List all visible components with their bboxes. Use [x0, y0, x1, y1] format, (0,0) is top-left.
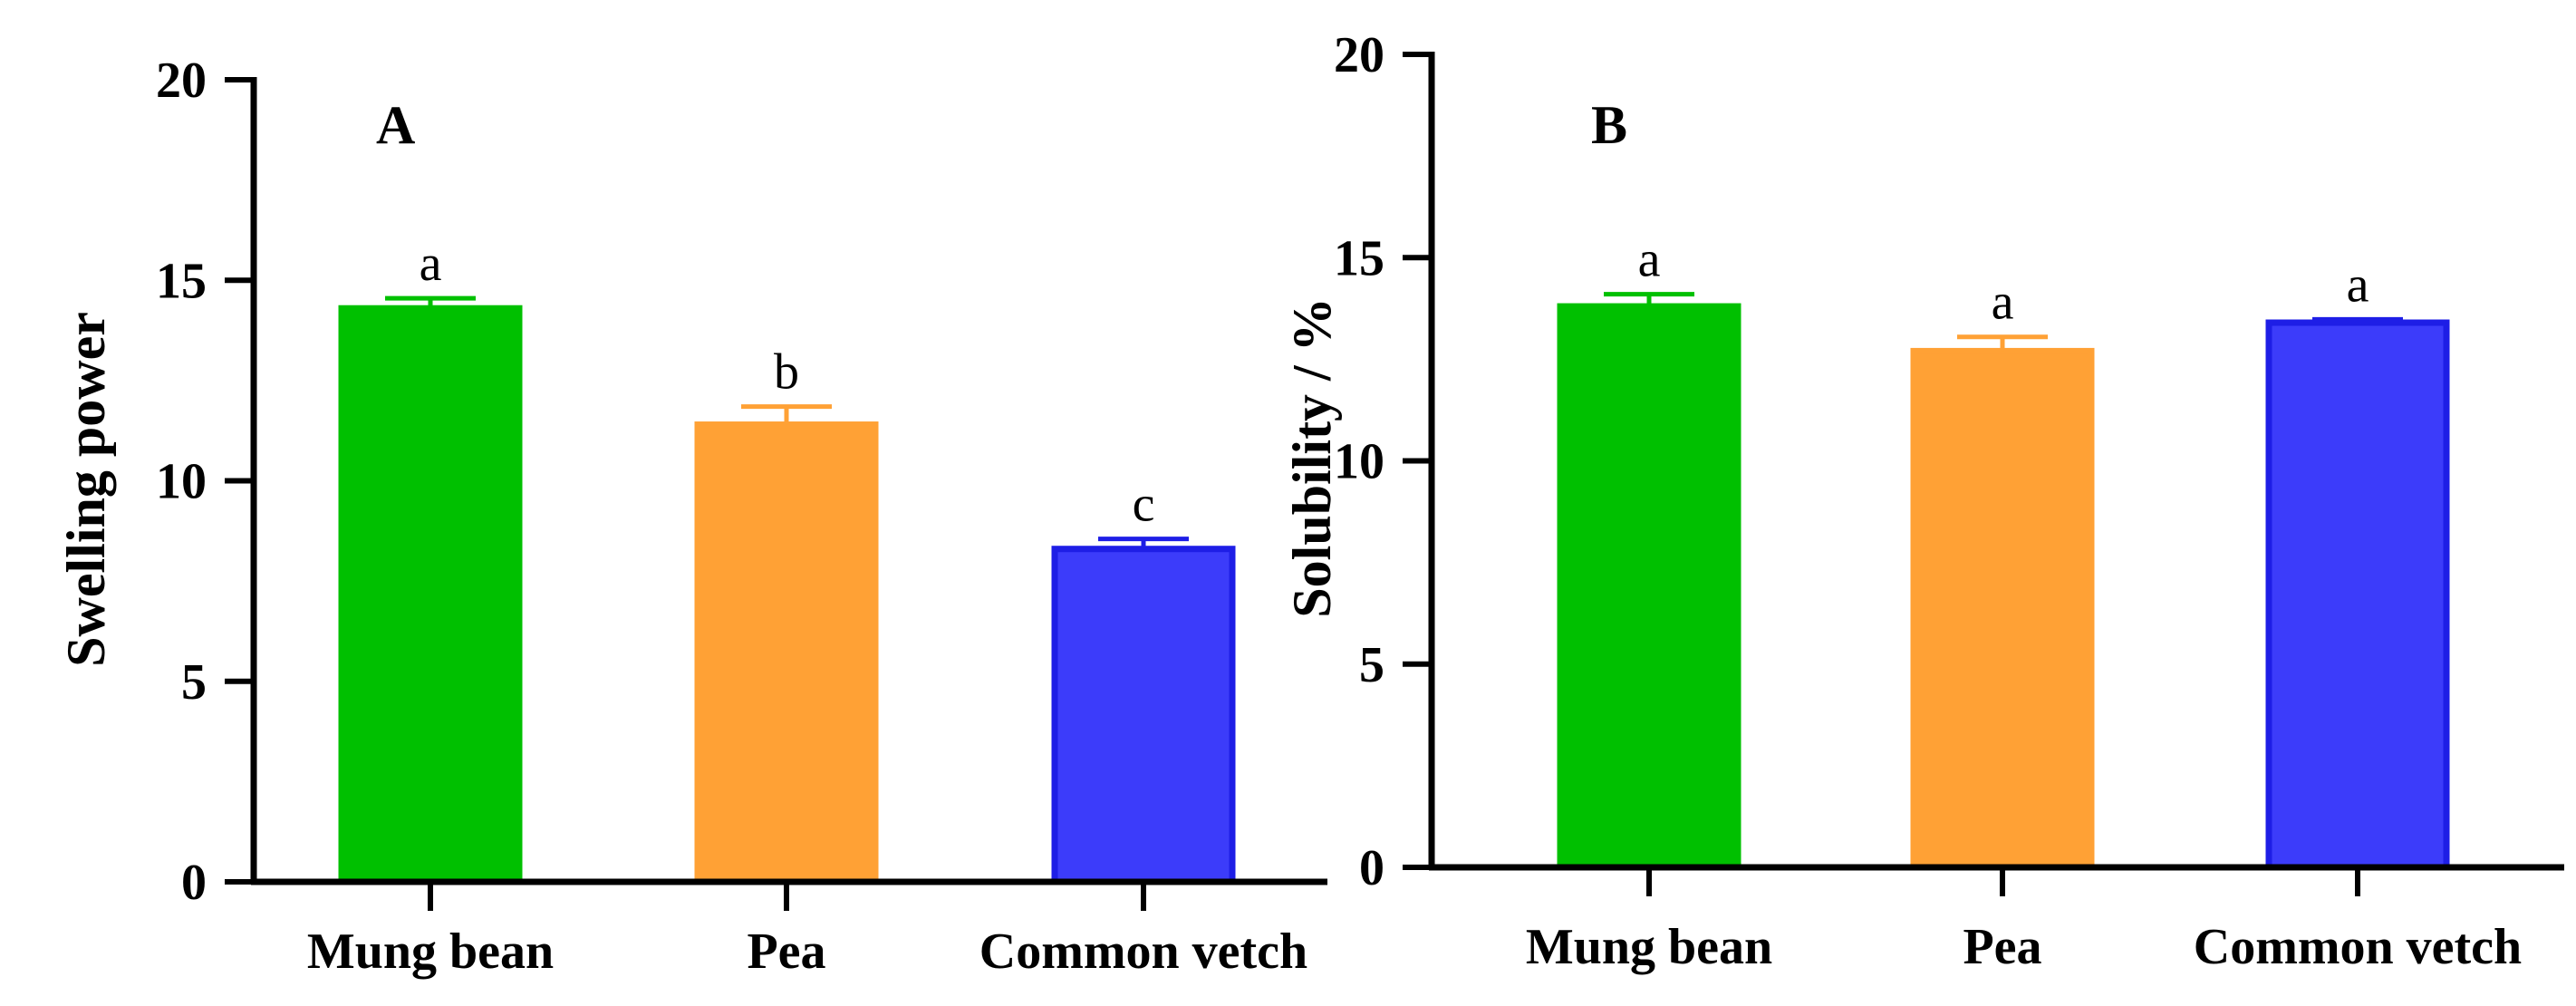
bar-b-3 — [2265, 319, 2450, 871]
y-axis-title-a: Swelling power — [56, 312, 116, 667]
bar-b-1 — [1557, 303, 1741, 871]
y-tick-label-b-10: 10 — [1334, 434, 1384, 490]
bar-a-3 — [1051, 546, 1236, 885]
category-label-a-2: Pea — [747, 924, 825, 980]
y-tick-label-a-15: 15 — [156, 253, 207, 309]
y-axis-title-b: Solubility / % — [1282, 297, 1342, 617]
bar-a-1 — [338, 305, 523, 885]
panel-label-b: B — [1591, 95, 1627, 155]
y-tick-label-a-0: 0 — [181, 855, 207, 911]
category-label-a-3: Common vetch — [979, 924, 1307, 980]
significance-label-b-1: a — [1638, 232, 1661, 288]
y-tick-label-b-5: 5 — [1359, 637, 1384, 693]
panel-a: a Mung bean b Pea c Common vetch 0 5 10 15 20 A Sw… — [56, 53, 1327, 980]
bar-a-2 — [694, 421, 879, 885]
significance-label-a-3: c — [1133, 477, 1155, 533]
category-label-b-1: Mung bean — [1526, 919, 1772, 975]
y-tick-label-b-15: 15 — [1334, 230, 1384, 286]
category-label-a-1: Mung bean — [307, 924, 554, 980]
panel-label-a: A — [376, 95, 415, 155]
y-tick-label-a-20: 20 — [156, 53, 207, 109]
category-label-b-3: Common vetch — [2194, 919, 2522, 975]
y-tick-label-a-10: 10 — [156, 454, 207, 510]
significance-label-a-2: b — [774, 344, 799, 401]
significance-label-a-1: a — [420, 236, 442, 292]
y-tick-label-b-20: 20 — [1334, 27, 1384, 83]
panel-b: a Mung bean a Pea a Common vetch 0 5 10 15 20 B So… — [1282, 27, 2564, 975]
significance-label-b-3: a — [2347, 256, 2369, 313]
category-label-b-2: Pea — [1963, 919, 2041, 975]
y-tick-label-a-5: 5 — [181, 654, 207, 711]
bar-b-2 — [1910, 347, 2095, 871]
y-tick-label-b-0: 0 — [1359, 840, 1384, 896]
significance-label-b-2: a — [1992, 275, 2014, 331]
